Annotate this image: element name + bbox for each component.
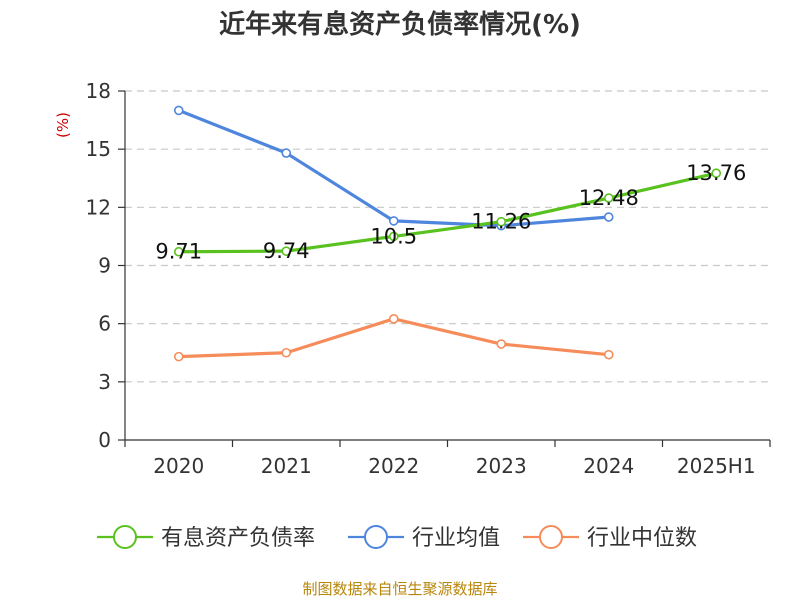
data-label: 11.26 <box>471 210 531 234</box>
legend-label: 行业均值 <box>412 526 500 551</box>
data-point <box>281 246 292 256</box>
data-point <box>603 193 614 203</box>
y-tick-label: 15 <box>86 137 111 161</box>
data-point <box>173 246 184 257</box>
y-tick-label: 6 <box>98 312 111 336</box>
data-label: 9.74 <box>263 239 310 263</box>
legend-marker <box>539 525 563 549</box>
chart-title: 近年来有息资产负债率情况(%) <box>219 9 581 40</box>
x-tick-label: 2024 <box>583 454 634 478</box>
y-tick-labels: 0 3 6 9 12 15 18 <box>86 79 111 452</box>
data-label: 10.5 <box>370 224 417 248</box>
series-group <box>173 105 722 362</box>
data-labels: 9.71 9.74 10.5 11.26 12.48 13.76 <box>155 161 746 264</box>
legend-label: 行业中位数 <box>587 526 697 551</box>
data-point <box>281 148 292 158</box>
data-point <box>388 231 399 242</box>
x-tick-label: 2020 <box>153 454 204 478</box>
y-tick-label: 18 <box>86 79 111 103</box>
gridlines <box>125 90 770 383</box>
series-line <box>177 108 611 228</box>
axes <box>118 90 771 447</box>
series-line <box>177 317 611 359</box>
x-tick-labels: 2020 2021 2022 2023 2024 2025H1 <box>153 454 755 478</box>
data-point <box>603 212 614 222</box>
series-line <box>177 171 718 254</box>
legend-label: 有息资产负债率 <box>161 526 315 551</box>
x-tick-label: 2021 <box>261 454 312 478</box>
data-point <box>711 168 722 179</box>
y-tick-label: 3 <box>98 370 111 394</box>
data-point <box>173 105 184 116</box>
data-point <box>281 347 292 358</box>
legend: 有息资产负债率 行业均值 行业中位数 <box>97 525 697 551</box>
y-tick-label: 0 <box>98 428 111 452</box>
y-axis-unit: (%) <box>54 112 72 138</box>
x-tick-label: 2023 <box>476 454 527 478</box>
y-tick-label: 12 <box>86 195 111 219</box>
data-label: 9.71 <box>155 240 202 264</box>
x-tick-label: 2025H1 <box>677 454 756 478</box>
data-label: 12.48 <box>579 186 639 210</box>
data-point <box>388 314 399 324</box>
legend-marker <box>113 525 137 549</box>
data-point <box>496 216 507 227</box>
x-tick-label: 2022 <box>368 454 419 478</box>
data-point <box>173 351 184 362</box>
data-point <box>603 349 614 360</box>
legend-marker <box>364 525 388 549</box>
data-label: 13.76 <box>686 161 746 185</box>
data-point <box>496 339 507 349</box>
y-tick-label: 9 <box>98 254 111 278</box>
data-point <box>388 216 399 226</box>
source-note: 制图数据来自恒生聚源数据库 <box>302 580 497 598</box>
